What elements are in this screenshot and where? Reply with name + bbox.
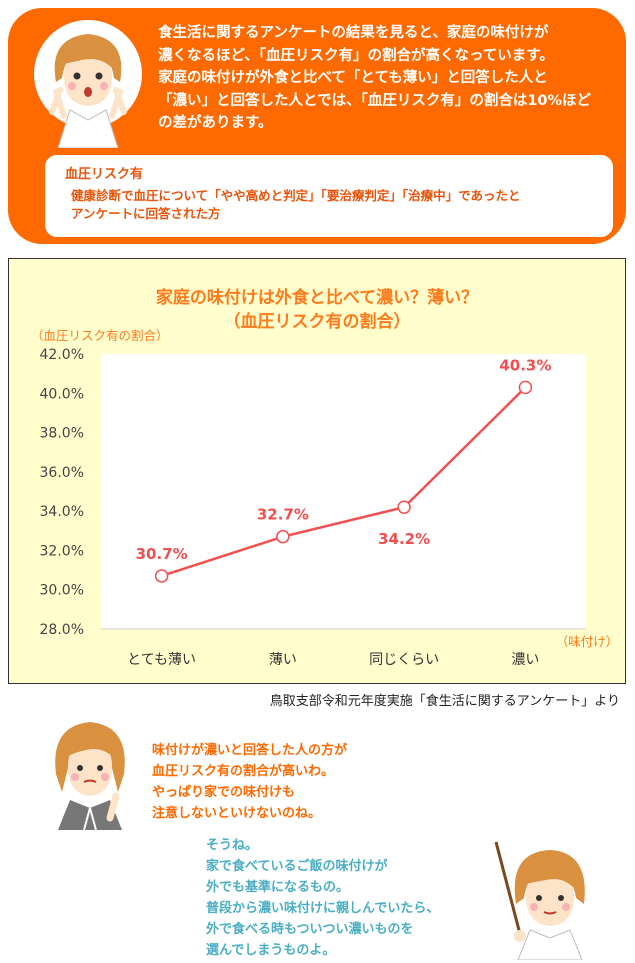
data-label: 34.2% <box>378 530 430 548</box>
teacher-speech: そうね。 家で食べているご飯の味付けが 外でも基準になるもの。 普段から濃い味付… <box>206 835 439 961</box>
definition-line: 健康診断で血圧について「やや高めと判定」「要治療判定」「治療中」であったと <box>71 188 521 203</box>
data-point <box>518 380 533 395</box>
plot-area <box>101 354 586 629</box>
y-axis-label: （血圧リスク有の割合） <box>31 328 169 343</box>
intro-text: 食生活に関するアンケートの結果を見ると、家庭の味付けが 濃くなるほど、「血圧リス… <box>158 22 618 135</box>
intro-line: 食生活に関するアンケートの結果を見ると、家庭の味付けが <box>158 25 549 41</box>
definition-title: 血圧リスク有 <box>65 167 144 182</box>
data-point <box>154 569 169 583</box>
y-tick-label: 30.0% <box>40 583 84 599</box>
data-label: 30.7% <box>136 545 188 563</box>
speech-line: 普段から濃い味付けに親しんでいたら、 <box>206 901 440 916</box>
y-tick-label: 42.0% <box>40 347 84 363</box>
intro-line: 濃くなるほど、「血圧リスク有」の割合が高くなっています。 <box>158 47 554 64</box>
speech-line: 外で食べる時もついつい濃いものを <box>206 922 414 937</box>
chart-title: 家庭の味付けは外食と比べて濃い？薄い？ <box>156 287 478 308</box>
y-tick-label: 28.0% <box>40 622 84 638</box>
definition-text: 健康診断で血圧について「やや高めと判定」「要治療判定」「治療中」であったと アン… <box>71 187 601 223</box>
speech-line: やっぱり家での味付けも <box>152 785 296 800</box>
data-label: 40.3% <box>499 356 551 374</box>
thinking-woman-illustration <box>55 722 125 830</box>
intro-banner: 食生活に関するアンケートの結果を見ると、家庭の味付けが 濃くなるほど、「血圧リス… <box>8 8 626 244</box>
data-point <box>397 500 411 514</box>
speech-line: 味付けが濃いと回答した人の方が <box>152 743 348 758</box>
data-point <box>276 529 290 544</box>
speech-line: 家で食べているご飯の味付けが <box>206 859 388 874</box>
speech-line: 外でも基準になるもの。 <box>206 880 350 895</box>
data-label: 32.7% <box>257 506 309 524</box>
source-note: 鳥取支部令和元年度実施「食生活に関するアンケート」より <box>269 694 620 709</box>
intro-line: 家庭の味付けが外食と比べて「とても薄い」と回答した人と <box>158 70 548 86</box>
speech-line: 注意しないといけないのね。 <box>152 806 322 821</box>
woman-speech: 味付けが濃いと回答した人の方が 血圧リスク有の割合が高いわ。 やっぱり家での味付… <box>152 740 347 824</box>
x-tick-label: とても薄い <box>127 652 196 668</box>
definition-line: アンケートに回答された方 <box>71 206 221 221</box>
y-tick-label: 40.0% <box>40 386 84 402</box>
x-tick-label: 薄い <box>269 652 297 668</box>
y-tick-label: 34.0% <box>40 504 84 520</box>
teacher-with-pointer-illustration <box>494 841 585 960</box>
surprised-woman-illustration <box>49 34 127 148</box>
line-chart: 家庭の味付けは外食と比べて濃い？薄い？ （血圧リスク有の割合） （血圧リスク有の割合… <box>31 287 619 668</box>
speech-line: そうね。 <box>206 838 259 853</box>
y-tick-label: 32.0% <box>40 543 84 559</box>
intro-line: 「濃い」と回答した人とでは、「血圧リスク有」の割合は10%ほど <box>158 92 592 109</box>
definition-box: 血圧リスク有 健康診断で血圧について「やや高めと判定」「要治療判定」「治療中」で… <box>45 155 613 237</box>
x-axis-label: （味付け） <box>556 634 619 649</box>
x-tick-label: 濃い <box>511 652 539 668</box>
speech-line: 血圧リスク有の割合が高いわ。 <box>152 764 335 779</box>
y-tick-label: 36.0% <box>40 465 84 481</box>
y-tick-label: 38.0% <box>40 426 84 442</box>
intro-line: の差があります。 <box>158 115 273 131</box>
chart-frame: 家庭の味付けは外食と比べて濃い？薄い？ （血圧リスク有の割合） （血圧リスク有の割合… <box>8 258 626 684</box>
chart-subtitle: （血圧リスク有の割合） <box>224 311 411 332</box>
speech-line: 選んでしまうものよ。 <box>206 943 336 958</box>
x-tick-label: 同じくらい <box>369 652 439 668</box>
series-line <box>161 386 527 578</box>
